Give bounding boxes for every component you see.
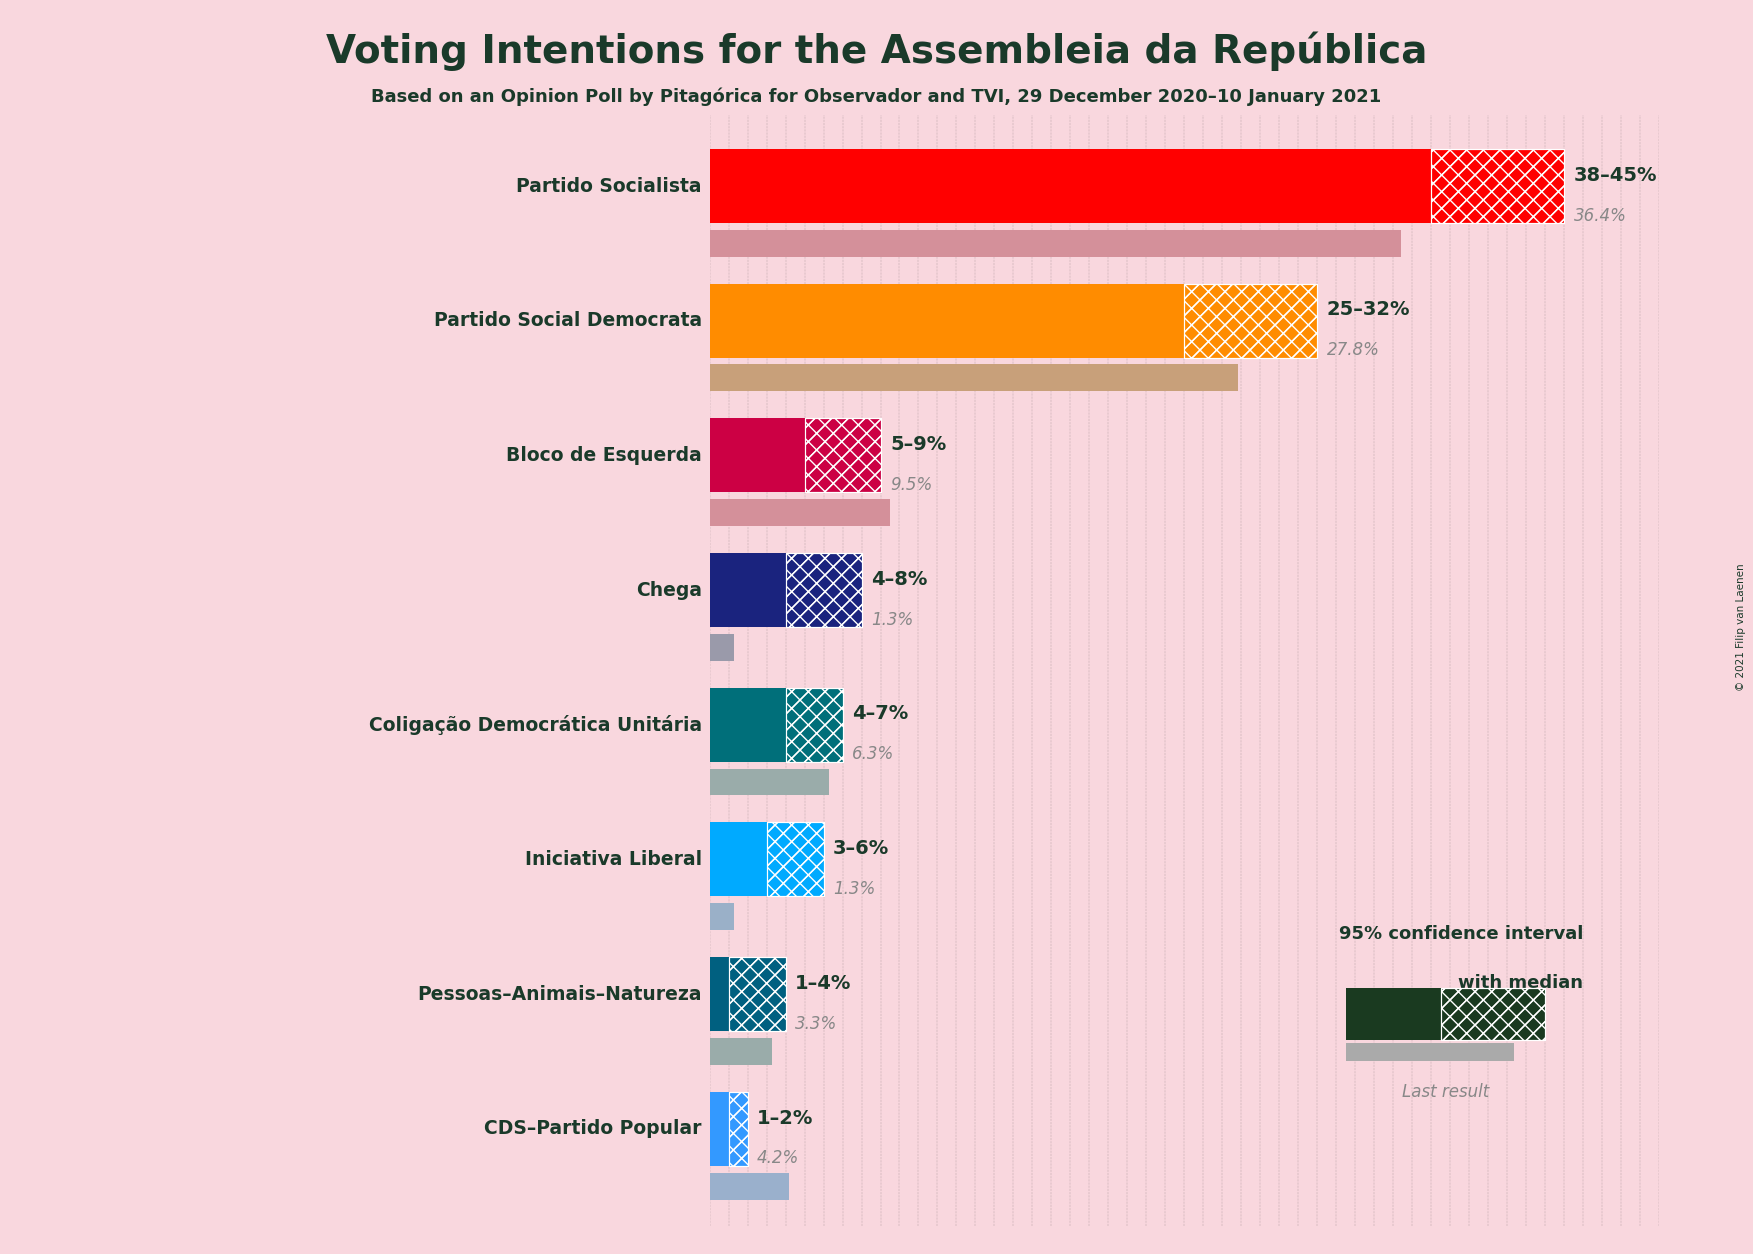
Text: Voting Intentions for the Assembleia da República: Voting Intentions for the Assembleia da …	[326, 31, 1427, 70]
Text: Chega: Chega	[636, 581, 701, 599]
Bar	[1430, 149, 1564, 223]
Bar	[710, 1092, 729, 1166]
Text: Iniciativa Liberal: Iniciativa Liberal	[524, 850, 701, 869]
Text: Partido Socialista: Partido Socialista	[517, 177, 701, 196]
Bar	[710, 419, 805, 493]
Text: Last result: Last result	[1402, 1083, 1488, 1101]
Bar	[710, 149, 1430, 223]
Bar	[710, 687, 785, 761]
Text: 4.2%: 4.2%	[757, 1150, 799, 1167]
Text: Partido Social Democrata: Partido Social Democrata	[435, 311, 701, 330]
Bar	[710, 903, 735, 930]
Text: 5–9%: 5–9%	[891, 435, 947, 454]
Bar	[785, 687, 843, 761]
Bar	[1441, 988, 1544, 1041]
Bar	[710, 499, 891, 527]
Bar	[805, 419, 880, 493]
Text: 4–7%: 4–7%	[852, 705, 908, 724]
Text: 95% confidence interval: 95% confidence interval	[1339, 924, 1583, 943]
Bar	[785, 687, 843, 761]
Text: 1–2%: 1–2%	[757, 1109, 813, 1127]
Bar	[729, 957, 785, 1031]
Text: Coligação Democrática Unitária: Coligação Democrática Unitária	[368, 715, 701, 735]
Text: 9.5%: 9.5%	[891, 477, 933, 494]
Bar	[1185, 283, 1317, 357]
Bar	[710, 365, 1238, 391]
Text: 1.3%: 1.3%	[833, 880, 875, 898]
Text: with median: with median	[1458, 974, 1583, 992]
Bar	[710, 1038, 773, 1065]
Bar	[710, 957, 729, 1031]
Text: © 2021 Filip van Laenen: © 2021 Filip van Laenen	[1735, 563, 1746, 691]
Bar	[785, 553, 861, 627]
Bar	[1430, 149, 1564, 223]
Bar	[710, 283, 1185, 357]
Bar	[710, 769, 829, 795]
Bar	[1441, 988, 1544, 1041]
Bar	[710, 553, 785, 627]
Bar	[729, 1092, 747, 1166]
Bar	[729, 1092, 747, 1166]
Text: 3.3%: 3.3%	[796, 1014, 838, 1033]
Text: Pessoas–Animais–Natureza: Pessoas–Animais–Natureza	[417, 984, 701, 1003]
Text: Bloco de Esquerda: Bloco de Esquerda	[507, 446, 701, 465]
Text: 25–32%: 25–32%	[1327, 301, 1409, 320]
Text: Based on an Opinion Poll by Pitagórica for Observador and TVI, 29 December 2020–: Based on an Opinion Poll by Pitagórica f…	[372, 88, 1381, 107]
Text: 36.4%: 36.4%	[1574, 207, 1627, 224]
Text: 4–8%: 4–8%	[871, 569, 927, 589]
Bar	[710, 1172, 789, 1200]
Bar	[766, 823, 824, 897]
Text: 3–6%: 3–6%	[833, 839, 889, 858]
Bar	[1185, 283, 1317, 357]
Text: 6.3%: 6.3%	[852, 745, 894, 764]
Bar	[710, 823, 766, 897]
Bar	[729, 957, 785, 1031]
Bar	[805, 419, 880, 493]
Bar	[785, 553, 861, 627]
Bar	[710, 229, 1401, 257]
Text: 38–45%: 38–45%	[1574, 166, 1657, 184]
Bar	[710, 633, 735, 661]
Text: CDS–Partido Popular: CDS–Partido Popular	[484, 1120, 701, 1139]
Bar	[766, 823, 824, 897]
Text: 27.8%: 27.8%	[1327, 341, 1380, 360]
Bar	[1346, 1042, 1515, 1061]
Bar	[1346, 988, 1441, 1041]
Text: 1–4%: 1–4%	[796, 974, 852, 993]
Text: 1.3%: 1.3%	[871, 611, 913, 628]
